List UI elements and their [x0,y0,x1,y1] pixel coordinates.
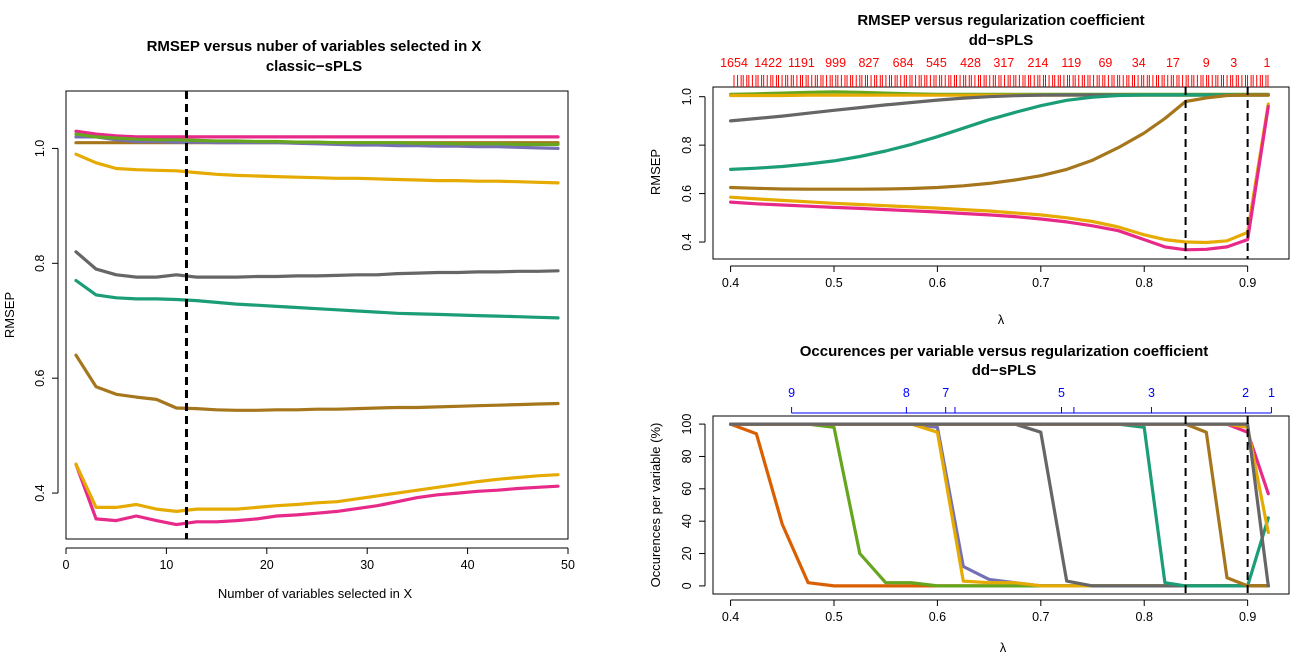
top_right-series-line [728,102,1270,245]
bottom_right-x-tick-label: 0.7 [1032,610,1049,624]
left-chart: 0 10 20 30 40 50 0.4 0.6 0.8 1.0 [33,91,575,572]
top-axis-label: 1 [1264,56,1271,70]
top-axis-label: 1422 [754,56,782,70]
left-series-line [74,135,560,150]
left-series-line [74,132,560,146]
bottom_right-y-tick-label: 0 [680,582,694,589]
left-series-line [74,278,560,320]
top-axis-label: 317 [993,56,1014,70]
left-x-tick-label: 40 [461,558,475,572]
left-y-axis-label: RMSEP [2,292,17,338]
top_right-x-tick-label: 0.4 [722,276,739,290]
left-x-tick-label: 30 [360,558,374,572]
left-series-line [74,152,560,185]
top-right-y-axis-label: RMSEP [648,149,663,195]
top_right-y-tick-label: 0.6 [680,185,694,202]
bottom_right-x-tick-label: 0.8 [1136,610,1153,624]
bottom_right-series-line [728,422,1270,588]
top_right-y-tick-label: 0.4 [680,233,694,250]
top-axis-label: 545 [926,56,947,70]
top-axis-label: 5 [1058,386,1065,400]
top-axis-label: 17 [1166,56,1180,70]
top_right-series-line [728,93,1270,171]
top-axis-label: 119 [1061,56,1081,70]
bottom_right-x-tick-label: 0.5 [825,610,842,624]
bottom_right-series-line [728,422,1270,588]
top-right-chart-subtitle: dd−sPLS [969,32,1034,49]
bottom_right-y-tick-label: 100 [680,414,694,435]
left-series-line [74,462,560,513]
top_right-y-tick-label: 0.8 [680,136,694,153]
bottom_right-y-tick-label: 20 [680,547,694,561]
top_right-x-tick-label: 0.9 [1239,276,1256,290]
top-axis-label: 7 [942,386,949,400]
top-axis-label: 214 [1028,56,1049,70]
top-axis-label: 827 [858,56,879,70]
left-y-tick-label: 0.4 [33,484,47,501]
left-chart-title: RMSEP versus nuber of variables selected… [147,38,482,55]
bottom_right-series-line [728,422,1270,588]
bottom_right-y-tick-label: 40 [680,514,694,528]
bottom-right-y-axis-label: Occurences per variable (%) [648,423,663,588]
left-x-tick-label: 10 [159,558,173,572]
top-axis-label: 8 [903,386,910,400]
left-x-axis-label: Number of variables selected in X [218,586,413,601]
left-y-tick-label: 1.0 [33,140,47,157]
bottom-right-x-axis-label: λ [1000,640,1007,655]
top_right-x-tick-label: 0.8 [1136,276,1153,290]
bottom_right-series-line [728,422,1270,535]
left-y-tick-label: 0.6 [33,369,47,386]
top-axis-label: 2 [1242,386,1249,400]
left-series-line [74,129,560,139]
top_right-y-tick-label: 1.0 [680,88,694,105]
bottom-right-chart-title: Occurences per variable versus regulariz… [800,343,1209,360]
left-y-tick-label: 0.8 [33,255,47,272]
top_right-series-line [728,104,1270,252]
left-x-tick-label: 20 [260,558,274,572]
bottom_right-series-line [728,422,1270,588]
bottom_right-series-line [728,422,1270,496]
left-chart-subtitle: classic−sPLS [266,58,362,75]
chart-marks: 0 10 20 30 40 500.40.60.81.00.4 0.5 0.6 0.7 0.8 0.… [33,56,1275,624]
top-axis-label: 428 [960,56,981,70]
top-axis-label: 1 [1268,386,1275,400]
bottom_right-x-tick-label: 0.6 [929,610,946,624]
top_right-series-line [728,93,1270,191]
top_right-x-tick-label: 0.7 [1032,276,1049,290]
top-axis-label: 9 [1203,56,1210,70]
top_right-x-tick-label: 0.5 [825,276,842,290]
bottom_right-series-line [728,422,1270,588]
top-axis-label: 34 [1132,56,1146,70]
top-axis-label: 684 [893,56,914,70]
left-series-line [74,353,560,412]
top-axis-label: 999 [825,56,846,70]
top-right-rug [733,75,1269,87]
top-axis-label: 3 [1230,56,1237,70]
top-axis-label: 3 [1148,386,1155,400]
top-axis-label: 1654 [720,56,748,70]
left-series-line [74,462,560,527]
top-right-chart-title: RMSEP versus regularization coefficient [857,12,1144,29]
left-plot-frame [65,90,569,540]
bottom-right-chart-subtitle: dd−sPLS [972,362,1037,379]
left-series-line [74,250,560,279]
top_right-x-tick-label: 0.6 [929,276,946,290]
bottom_right-y-tick-label: 60 [680,482,694,496]
bottom_right-y-tick-label: 80 [680,449,694,463]
bottom_right-x-tick-label: 0.4 [722,610,739,624]
bottom_right-series-line [728,422,1270,588]
top-right-x-axis-label: λ [998,312,1005,327]
bottom-right-plot-frame [712,415,1290,595]
bottom_right-series-line [728,422,1270,588]
top-axis-label: 9 [788,386,795,400]
bottom_right-series-line [728,422,1270,588]
bottom_right-x-tick-label: 0.9 [1239,610,1256,624]
bottom_right-chart: 0.4 0.5 0.6 0.7 0.8 0.9 0 20 40 60 80 100 9 8 7 5 3 2 1 [680,386,1275,624]
left-x-tick-label: 50 [561,558,575,572]
left-x-tick-label: 0 [63,558,70,572]
top-axis-label: 69 [1098,56,1112,70]
top-axis-label: 1191 [788,56,815,70]
